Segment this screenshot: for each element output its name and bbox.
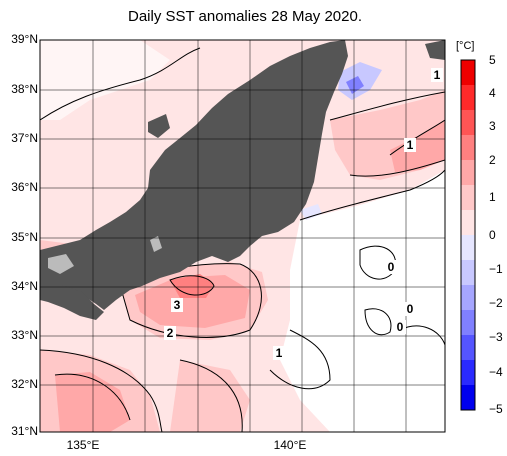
lake-biwa [150,236,162,252]
contour-label: 1 [407,138,414,152]
lake-biwa [48,254,74,274]
anomaly-warm-area [135,275,250,328]
grid-lines [40,40,445,432]
anomaly-warm-area [55,372,130,432]
colorbar-tick: 1 [489,190,496,204]
colorbar-tick: −2 [489,296,503,310]
lat-label: 36°N [11,180,38,194]
contour-lines [40,47,445,432]
lat-label: 35°N [11,230,38,244]
land-japan [40,40,348,310]
lon-label: 140°E [273,438,307,452]
colorbar-tick: −4 [489,365,503,379]
anomaly-warm-area [390,120,445,172]
anomaly-cool-area [300,204,322,220]
colorbar-tick: 5 [489,53,496,67]
anomaly-neutral-area [40,40,170,120]
contour-label: 3 [174,298,181,312]
colorbar-tick: 4 [489,86,496,100]
map-frame [39,39,446,433]
colorbar-tick: −5 [489,402,503,416]
colorbar-tick: 3 [489,119,496,133]
lat-label: 34°N [11,279,38,293]
contour-label: 0 [388,260,395,274]
colorbar-tick: −3 [489,330,503,344]
anomaly-warm-area [170,274,214,298]
lat-label: 38°N [11,82,38,96]
colorbar-tick: 2 [489,153,496,167]
lat-label: 31°N [11,424,38,438]
lat-label: 37°N [11,131,38,145]
anomaly-warm-area [170,360,250,432]
contour-label: 0 [397,320,404,334]
contour-label: 1 [276,346,283,360]
lon-label: 135°E [66,438,100,452]
land-island-sado [148,114,170,138]
contour-label: 2 [167,326,174,340]
map-title: Daily SST anomalies 28 May 2020. [127,8,362,25]
lat-label: 33°N [11,328,38,342]
colorbar-tick: 0 [489,228,496,242]
contour-label: 1 [434,68,441,82]
land-hokkaido-tip [425,40,445,60]
anomaly-neutral-area [280,170,445,432]
colorbar [460,59,476,411]
lat-label: 32°N [11,377,38,391]
colorbar-unit: [°C] [456,40,475,52]
colorbar-tick: −1 [489,262,503,276]
land-peninsula [40,285,104,320]
lat-label: 39°N [11,32,38,46]
contour-label: 0 [407,302,414,316]
anomaly-cool-area [346,76,364,94]
